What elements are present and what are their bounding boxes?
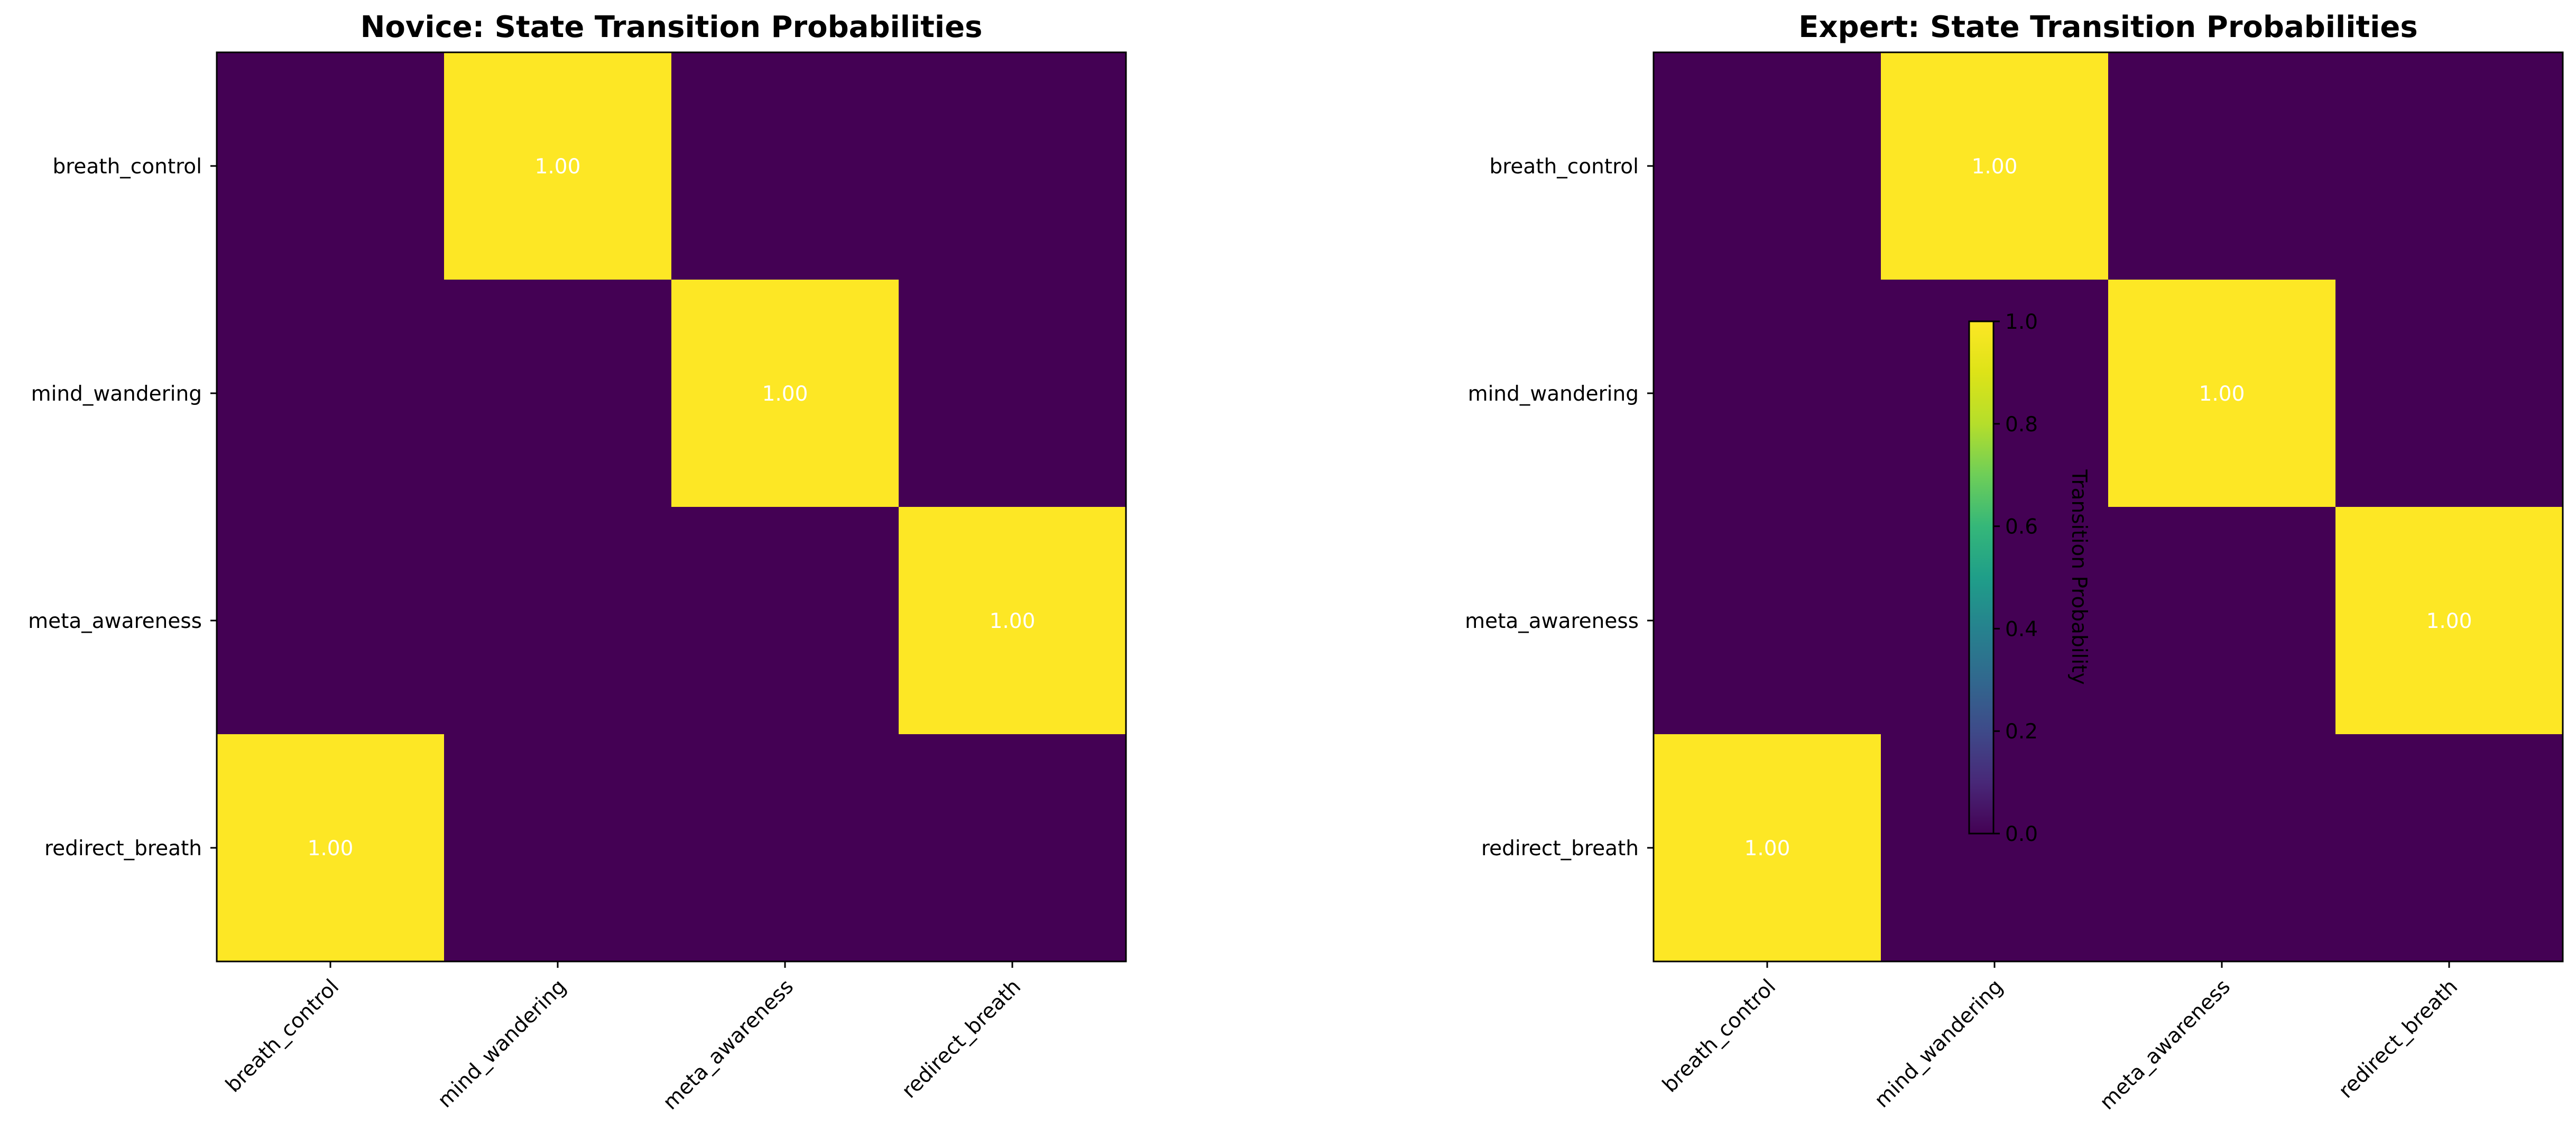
x-tick-label: breath_control xyxy=(221,975,344,1097)
x-tick-label: breath_control xyxy=(1658,975,1780,1097)
x-tick-label: meta_awareness xyxy=(2095,975,2235,1114)
heatmap-cell xyxy=(671,280,899,507)
cell-value-label: 1.00 xyxy=(2199,382,2245,406)
heatmap-cell xyxy=(899,734,1126,961)
y-tick-label: redirect_breath xyxy=(1481,837,1639,861)
heatmap-cell xyxy=(217,734,444,961)
heatmap-cell xyxy=(1654,507,1881,734)
heatmap-cell xyxy=(217,280,444,507)
x-tick-label: meta_awareness xyxy=(659,975,798,1114)
colorbar-tick-label: 0.2 xyxy=(2005,720,2038,744)
cell-value-label: 1.00 xyxy=(535,155,581,179)
chart-title: Expert: State Transition Probabilities xyxy=(1798,10,2417,44)
colorbar-tick-label: 1.0 xyxy=(2005,310,2038,334)
colorbar: 0.0 0.2 0.4 0.6 0.8 1.0 Transition Probabilit… xyxy=(1968,310,2091,846)
colorbar-label: Transition Probability xyxy=(2067,469,2091,684)
y-tick-label: meta_awareness xyxy=(28,609,202,633)
heatmap-cell xyxy=(2335,280,2563,507)
heatmap-cell xyxy=(444,507,671,734)
heatmap-cell xyxy=(1654,734,1881,961)
heatmap-cell xyxy=(2108,507,2335,734)
heatmap-cell xyxy=(2108,734,2335,961)
heatmap-cell xyxy=(1654,52,1881,280)
heatmap-cell xyxy=(2335,734,2563,961)
x-tick-label: mind_wandering xyxy=(433,975,571,1113)
colorbar-ticks: 0.0 0.2 0.4 0.6 0.8 1.0 xyxy=(1993,310,2038,846)
heatmap-cell xyxy=(899,280,1126,507)
y-tick-label: mind_wandering xyxy=(1468,382,1639,406)
cell-value-label: 1.00 xyxy=(1972,155,2018,179)
heatmap-cell xyxy=(899,52,1126,280)
heatmap-cell xyxy=(1881,507,2108,734)
row-labels: breath_control mind_wandering meta_awarene… xyxy=(28,155,217,861)
heatmap-cells: 1.00 1.00 1.00 1.00 xyxy=(1654,52,2563,961)
y-tick-label: breath_control xyxy=(52,155,202,179)
expert-heatmap: Expert: State Transition Probabilities 1… xyxy=(1465,10,2564,1115)
colorbar-tick-label: 0.4 xyxy=(2005,617,2038,641)
heatmap-cell xyxy=(671,734,899,961)
x-tick-label: redirect_breath xyxy=(898,975,1026,1103)
heatmap-cell xyxy=(1881,52,2108,280)
colorbar-gradient xyxy=(1968,320,1995,835)
cell-value-label: 1.00 xyxy=(1744,837,1790,861)
colorbar-tick-label: 0.8 xyxy=(2005,413,2038,437)
plot-frame xyxy=(216,51,1127,963)
heatmap-cell xyxy=(444,280,671,507)
cell-value-label: 1.00 xyxy=(2426,609,2472,633)
colorbar-tick-label: 0.0 xyxy=(2005,822,2038,846)
y-tick-label: mind_wandering xyxy=(31,382,202,406)
y-tick-label: meta_awareness xyxy=(1465,609,1639,633)
cell-value-label: 1.00 xyxy=(308,837,354,861)
heatmap-cell xyxy=(671,52,899,280)
column-labels: breath_control mind_wandering meta_awarene… xyxy=(1658,961,2462,1115)
heatmap-cell xyxy=(2108,52,2335,280)
heatmap-cell xyxy=(899,507,1126,734)
cell-value-label: 1.00 xyxy=(762,382,808,406)
novice-heatmap: Novice: State Transition Probabilities 1… xyxy=(28,10,1127,1115)
heatmap-cell xyxy=(1654,280,1881,507)
cell-value-label: 1.00 xyxy=(990,609,1036,633)
heatmap-cell xyxy=(444,734,671,961)
heatmap-cell xyxy=(1881,280,2108,507)
heatmap-cell xyxy=(2335,52,2563,280)
colorbar-tick-label: 0.6 xyxy=(2005,515,2038,539)
x-tick-label: redirect_breath xyxy=(2334,975,2463,1103)
y-tick-label: redirect_breath xyxy=(44,837,202,861)
heatmap-cell xyxy=(1881,734,2108,961)
x-tick-label: mind_wandering xyxy=(1870,975,2008,1113)
column-labels: breath_control mind_wandering meta_awarene… xyxy=(221,961,1026,1115)
heatmap-cell xyxy=(217,52,444,280)
plot-frame xyxy=(1652,51,2564,963)
heatmap-cell xyxy=(217,507,444,734)
heatmap-cell xyxy=(444,52,671,280)
heatmap-cell xyxy=(2108,280,2335,507)
heatmap-cells: 1.00 1.00 1.00 1.00 xyxy=(217,52,1126,961)
heatmap-cell xyxy=(2335,507,2563,734)
chart-title: Novice: State Transition Probabilities xyxy=(361,10,983,44)
y-tick-label: breath_control xyxy=(1489,155,1639,179)
row-labels: breath_control mind_wandering meta_awarene… xyxy=(1465,155,1654,861)
heatmap-cell xyxy=(671,507,899,734)
